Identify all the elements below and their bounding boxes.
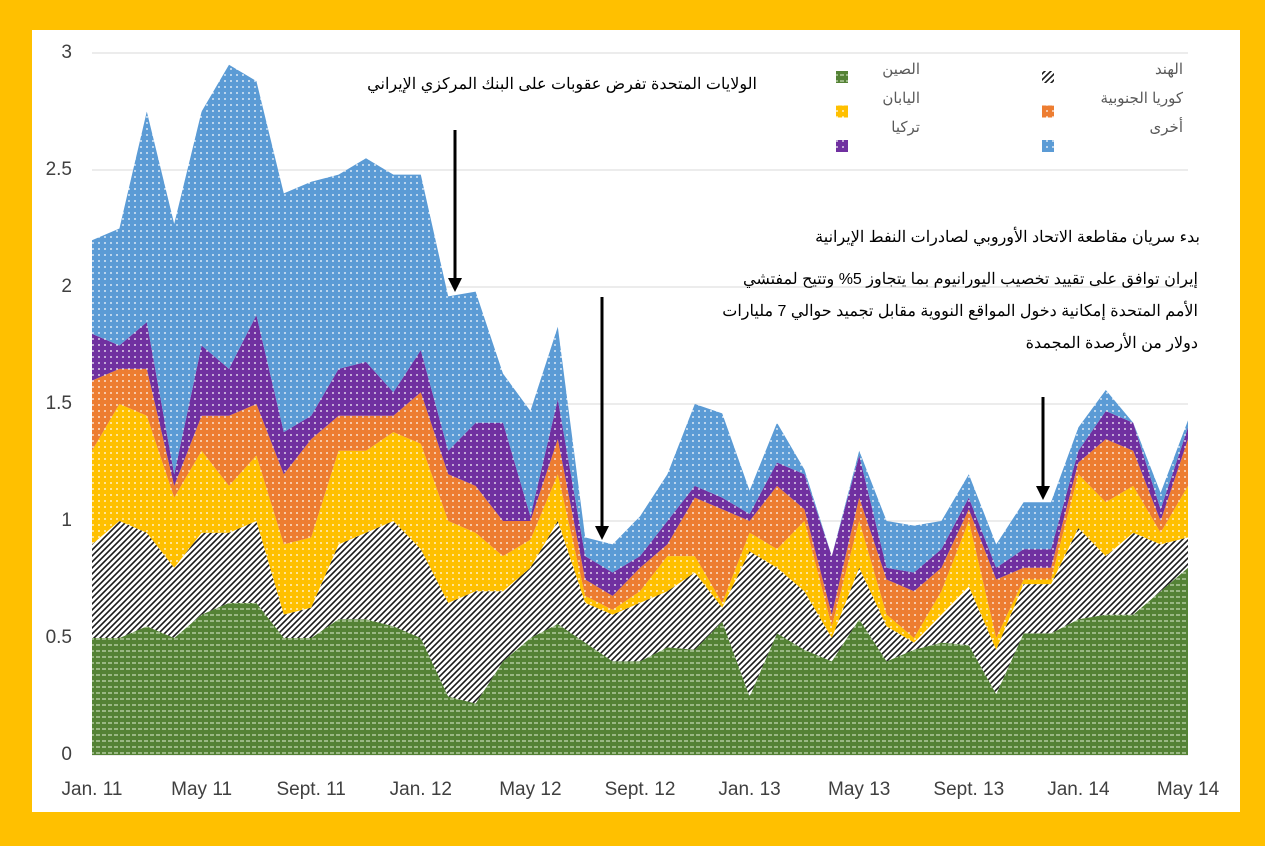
y-tick-label: 0 bbox=[61, 744, 72, 765]
legend-label: الهند bbox=[1155, 61, 1183, 78]
legend-marker bbox=[1042, 105, 1054, 118]
annotation: إيران توافق على تقييد تخصيب اليورانيوم ب… bbox=[743, 271, 1198, 288]
area bbox=[92, 521, 1188, 704]
area bbox=[92, 368, 1188, 638]
annotation: بدء سريان مقاطعة الاتحاد الأوروبي لصادرا… bbox=[815, 227, 1200, 246]
y-tick-label: 3 bbox=[61, 42, 72, 63]
x-tick-label: Jan. 12 bbox=[390, 779, 452, 800]
arrow-head bbox=[448, 278, 462, 292]
area bbox=[92, 404, 1188, 650]
legend-marker bbox=[836, 140, 848, 152]
x-tick-label: Sept. 12 bbox=[605, 779, 676, 800]
x-tick-label: Sept. 13 bbox=[933, 779, 1004, 800]
annotation: الأمم المتحدة إمكانية دخول المواقع النوو… bbox=[722, 301, 1198, 320]
legend-label: كوريا الجنوبية bbox=[1101, 90, 1184, 107]
x-tick-label: May 11 bbox=[171, 779, 232, 800]
x-tick-label: Sept. 11 bbox=[277, 779, 346, 800]
x-tick-label: Jan. 11 bbox=[62, 779, 123, 800]
legend-label: اليابان bbox=[882, 90, 920, 107]
legend-marker bbox=[1042, 71, 1054, 83]
y-tick-label: 1.5 bbox=[46, 393, 72, 414]
area bbox=[92, 315, 1188, 615]
legend-marker bbox=[1042, 140, 1054, 152]
y-tick-label: 0.5 bbox=[46, 627, 72, 648]
y-tick-label: 2.5 bbox=[46, 159, 72, 180]
annotation: الولايات المتحدة تفرض عقوبات على البنك ا… bbox=[367, 76, 757, 93]
x-tick-label: May 12 bbox=[499, 779, 561, 800]
area bbox=[92, 64, 1188, 573]
y-tick-label: 2 bbox=[61, 276, 72, 297]
x-tick-label: Jan. 14 bbox=[1047, 779, 1110, 800]
x-tick-label: Jan. 13 bbox=[718, 779, 780, 800]
legend-marker bbox=[836, 105, 848, 118]
arrow-head bbox=[595, 526, 609, 540]
x-tick-label: May 14 bbox=[1157, 779, 1220, 800]
legend-label: تركيا bbox=[891, 119, 920, 136]
legend-label: الصين bbox=[882, 61, 920, 78]
y-tick-label: 1 bbox=[61, 510, 72, 531]
x-tick-label: May 13 bbox=[828, 779, 890, 800]
annotation: دولار من الأرصدة المجمدة bbox=[1026, 333, 1198, 352]
legend-marker bbox=[836, 71, 848, 83]
arrow-head bbox=[1036, 486, 1050, 500]
legend-label: أخرى bbox=[1150, 117, 1183, 136]
